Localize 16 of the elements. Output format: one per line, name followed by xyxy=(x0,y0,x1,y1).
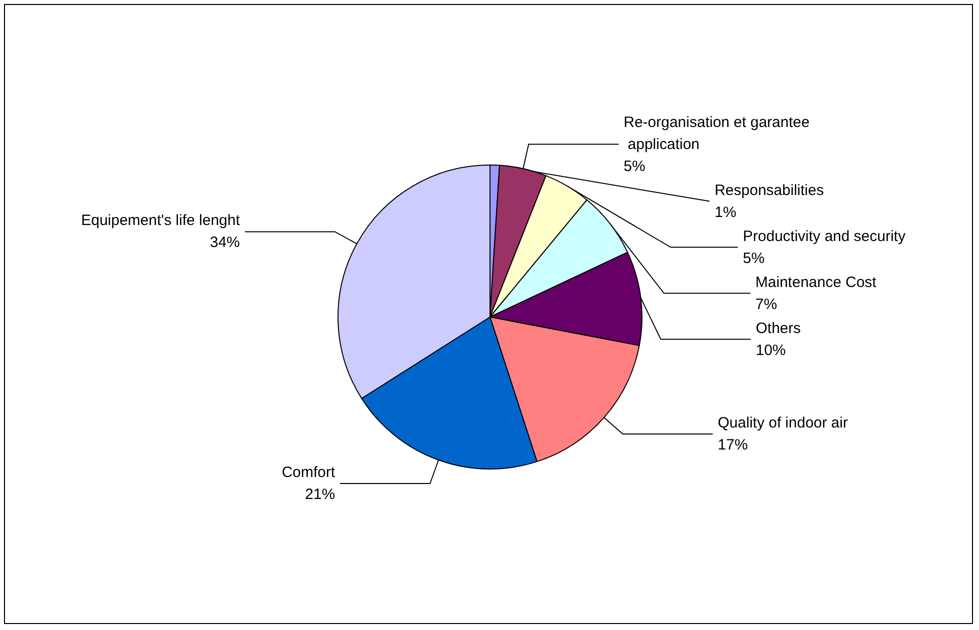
slice-label: Maintenance Cost xyxy=(755,274,878,291)
data-label: 34% xyxy=(210,234,240,252)
data-label: 5% xyxy=(624,158,646,175)
data-label: 7% xyxy=(755,296,778,313)
slice-label: Equipement's life lenght xyxy=(81,212,241,230)
slice-label: Responsabilities xyxy=(714,182,824,199)
slice-label: Others xyxy=(756,320,801,337)
slice-label: Comfort xyxy=(282,464,336,482)
slice-label: Quality of indoor air xyxy=(718,414,848,432)
data-label: 10% xyxy=(756,342,786,359)
data-label: 1% xyxy=(714,204,736,221)
data-label: 21% xyxy=(305,486,336,504)
data-label: 17% xyxy=(718,436,748,454)
data-label: 5% xyxy=(742,250,765,267)
slice-label: Productivity and security xyxy=(742,228,906,245)
slice-label: Re-organisation et garantee application xyxy=(624,114,810,153)
